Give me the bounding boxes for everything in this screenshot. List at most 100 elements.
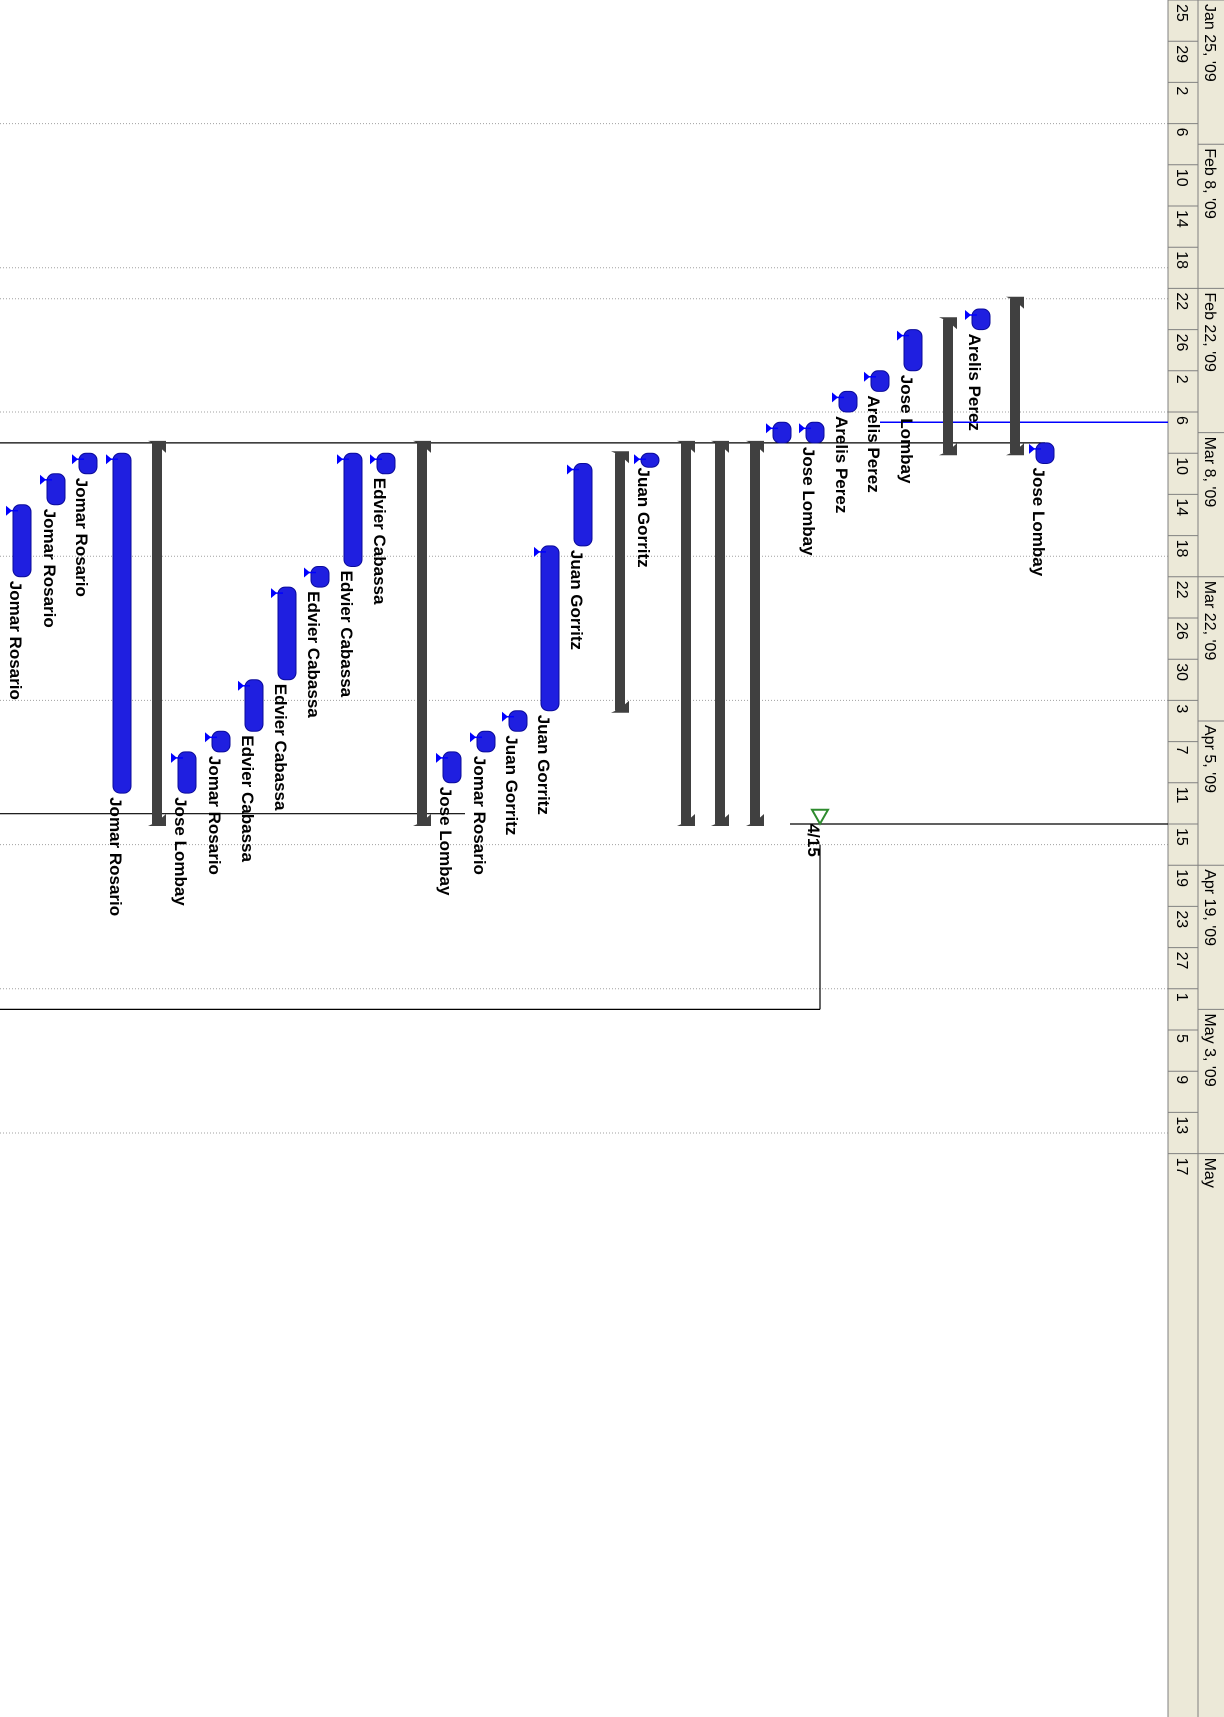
dependency-arrow — [470, 732, 476, 743]
resource-label: Edvier Cabassa — [370, 478, 389, 605]
summary-start-cap — [413, 440, 431, 453]
minor-timescale-label: 19 — [1173, 869, 1190, 887]
major-timescale-label: Feb 22, '09 — [1201, 292, 1218, 372]
summary-end-cap — [711, 814, 729, 826]
summary-start-cap — [746, 440, 764, 453]
task-bar — [112, 452, 132, 794]
task-bar — [1035, 442, 1055, 464]
resource-label: Jomar Rosario — [106, 797, 125, 916]
summary-start-cap — [611, 451, 629, 464]
minor-timescale-label: 1 — [1173, 993, 1190, 1002]
major-timescale-label: May — [1201, 1158, 1218, 1188]
task-bar — [310, 566, 330, 588]
major-timescale-label: Jan 25, '09 — [1201, 4, 1218, 82]
dependency-arrow — [205, 732, 211, 743]
task-bar — [442, 751, 462, 784]
major-timescale-label: Apr 19, '09 — [1201, 869, 1218, 946]
minor-timescale-label: 15 — [1173, 828, 1190, 846]
summary-start-cap — [939, 317, 957, 330]
minor-timescale-label: 7 — [1173, 746, 1190, 755]
dependency-arrow — [634, 454, 640, 465]
summary-end-cap — [611, 700, 629, 713]
minor-timescale-label: 29 — [1173, 45, 1190, 63]
dependency-arrow — [534, 546, 540, 557]
summary-bar — [615, 453, 625, 711]
resource-label: Juan Gorritz — [567, 550, 586, 650]
task-bar — [838, 390, 858, 413]
resource-label: Jomar Rosario — [205, 756, 224, 875]
summary-end-cap — [746, 814, 764, 826]
task-bar — [870, 370, 890, 392]
task-bar — [277, 586, 297, 681]
dependency-arrow — [502, 711, 508, 722]
resource-label: Jomar Rosario — [6, 581, 25, 700]
summary-bar — [152, 442, 162, 824]
task-bar — [343, 452, 363, 568]
summary-bar — [715, 442, 725, 824]
resource-label: Edvier Cabassa — [271, 684, 290, 811]
task-bar — [46, 473, 66, 506]
task-bar — [903, 329, 923, 372]
task-bar — [971, 308, 991, 331]
dependency-arrow — [304, 567, 310, 578]
minor-timescale-label: 3 — [1173, 704, 1190, 713]
task-bar — [540, 545, 560, 712]
summary-end-cap — [1006, 443, 1024, 456]
resource-label: Juan Gorritz — [634, 468, 653, 568]
minor-timescale-label: 22 — [1173, 581, 1190, 599]
resource-label: Jose Lombay — [1029, 468, 1048, 577]
summary-start-cap — [1006, 296, 1024, 309]
task-bar — [177, 751, 197, 794]
minor-timescale-label: 17 — [1173, 1158, 1190, 1176]
summary-end-cap — [939, 443, 957, 456]
task-bar — [640, 452, 660, 468]
dependency-arrow — [436, 752, 442, 763]
task-bar — [12, 504, 32, 578]
task-bar — [508, 710, 528, 732]
resource-label: Arelis Perez — [832, 416, 851, 513]
milestone-label: 4/15 — [804, 824, 823, 857]
summary-end-cap — [677, 814, 695, 826]
resource-label: Jomar Rosario — [470, 756, 489, 875]
dependency-arrow — [106, 454, 112, 465]
task-bar — [376, 452, 396, 475]
summary-bar — [943, 319, 953, 454]
minor-timescale-label: 26 — [1173, 622, 1190, 640]
task-bar — [78, 452, 98, 475]
resource-label: Juan Gorritz — [534, 715, 553, 815]
major-timescale-label: Mar 8, '09 — [1201, 437, 1218, 508]
summary-start-cap — [711, 440, 729, 453]
minor-timescale-label: 23 — [1173, 910, 1190, 928]
resource-label: Jomar Rosario — [40, 509, 59, 628]
dependency-arrow — [40, 474, 46, 485]
minor-timescale-label: 2 — [1173, 375, 1190, 384]
summary-bar — [417, 442, 427, 824]
dependency-arrow — [799, 423, 805, 434]
dependency-arrow — [238, 680, 244, 691]
dependency-arrow — [965, 310, 971, 320]
milestone-marker — [810, 808, 830, 826]
major-timescale-label: May 3, '09 — [1201, 1013, 1218, 1086]
minor-timescale-label: 18 — [1173, 540, 1190, 558]
minor-timescale-label: 27 — [1173, 952, 1190, 970]
summary-start-cap — [677, 440, 695, 453]
minor-timescale-label: 22 — [1173, 292, 1190, 310]
minor-timescale-label: 10 — [1173, 457, 1190, 475]
resource-label: Jose Lombay — [897, 375, 916, 484]
minor-timescale-label: 9 — [1173, 1075, 1190, 1084]
minor-timescale-label: 11 — [1173, 787, 1190, 804]
summary-bar — [750, 442, 760, 824]
task-bar — [476, 730, 496, 753]
resource-label: Edvier Cabassa — [238, 735, 257, 862]
minor-timescale-label: 14 — [1173, 498, 1190, 516]
dependency-arrow — [897, 330, 903, 341]
summary-bar — [1010, 298, 1020, 454]
minor-timescale-label: 6 — [1173, 416, 1190, 425]
resource-label: Arelis Perez — [864, 395, 883, 492]
timescale-header — [1168, 0, 1224, 1717]
resource-label: Jose Lombay — [171, 797, 190, 906]
minor-timescale-label: 14 — [1173, 210, 1190, 228]
dependency-arrow — [271, 588, 277, 599]
dependency-arrow — [6, 505, 12, 516]
